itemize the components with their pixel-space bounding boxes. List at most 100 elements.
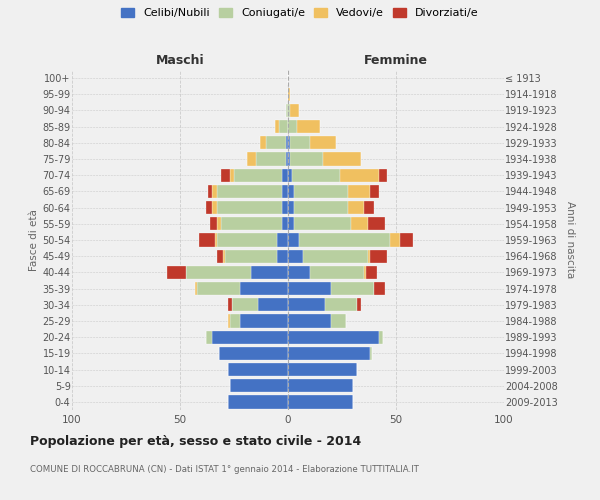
Bar bbox=[230, 168, 234, 182]
Bar bbox=[288, 379, 353, 392]
Bar bbox=[349, 201, 364, 214]
Bar bbox=[364, 266, 366, 279]
Text: Maschi: Maschi bbox=[155, 54, 205, 68]
Bar bbox=[217, 201, 281, 214]
Bar bbox=[303, 250, 368, 263]
Bar bbox=[290, 152, 323, 166]
Bar bbox=[208, 185, 212, 198]
Bar bbox=[290, 104, 299, 117]
Bar bbox=[277, 250, 288, 263]
Bar bbox=[374, 282, 385, 295]
Bar bbox=[357, 298, 361, 312]
Bar bbox=[275, 120, 280, 134]
Bar bbox=[241, 282, 288, 295]
Bar bbox=[368, 250, 370, 263]
Bar bbox=[370, 346, 372, 360]
Bar bbox=[370, 250, 388, 263]
Bar bbox=[292, 168, 340, 182]
Bar bbox=[232, 298, 258, 312]
Bar bbox=[187, 266, 251, 279]
Bar bbox=[288, 217, 295, 230]
Bar bbox=[331, 314, 346, 328]
Bar bbox=[288, 104, 290, 117]
Bar bbox=[296, 120, 320, 134]
Bar bbox=[197, 282, 241, 295]
Bar bbox=[241, 314, 288, 328]
Bar bbox=[366, 266, 377, 279]
Bar bbox=[288, 136, 290, 149]
Bar bbox=[325, 298, 357, 312]
Bar bbox=[167, 266, 187, 279]
Bar bbox=[281, 168, 288, 182]
Bar bbox=[217, 250, 223, 263]
Bar bbox=[288, 266, 310, 279]
Bar bbox=[368, 217, 385, 230]
Bar bbox=[217, 185, 281, 198]
Bar bbox=[281, 185, 288, 198]
Bar bbox=[286, 152, 288, 166]
Bar bbox=[286, 104, 288, 117]
Bar bbox=[288, 363, 357, 376]
Bar bbox=[288, 168, 292, 182]
Bar bbox=[281, 201, 288, 214]
Bar bbox=[379, 168, 388, 182]
Bar bbox=[288, 152, 290, 166]
Bar bbox=[288, 298, 325, 312]
Bar bbox=[295, 185, 349, 198]
Bar bbox=[223, 250, 226, 263]
Bar bbox=[227, 314, 230, 328]
Bar bbox=[288, 120, 296, 134]
Bar bbox=[227, 298, 232, 312]
Bar bbox=[230, 379, 288, 392]
Bar bbox=[286, 136, 288, 149]
Bar bbox=[215, 234, 217, 246]
Bar bbox=[340, 168, 379, 182]
Bar bbox=[258, 298, 288, 312]
Text: COMUNE DI ROCCABRUNA (CN) - Dati ISTAT 1° gennaio 2014 - Elaborazione TUTTITALIA: COMUNE DI ROCCABRUNA (CN) - Dati ISTAT 1… bbox=[30, 465, 419, 474]
Bar bbox=[295, 201, 349, 214]
Bar bbox=[288, 330, 379, 344]
Bar bbox=[199, 234, 215, 246]
Bar bbox=[230, 314, 241, 328]
Bar bbox=[331, 282, 374, 295]
Bar bbox=[288, 234, 299, 246]
Bar bbox=[277, 234, 288, 246]
Y-axis label: Anni di nascita: Anni di nascita bbox=[565, 202, 575, 278]
Bar bbox=[370, 185, 379, 198]
Bar bbox=[256, 152, 286, 166]
Bar bbox=[288, 201, 295, 214]
Bar bbox=[349, 185, 370, 198]
Bar bbox=[210, 217, 217, 230]
Bar bbox=[234, 168, 281, 182]
Bar bbox=[206, 201, 212, 214]
Bar bbox=[227, 363, 288, 376]
Bar bbox=[221, 168, 230, 182]
Bar bbox=[195, 282, 197, 295]
Bar bbox=[226, 250, 277, 263]
Bar bbox=[288, 346, 370, 360]
Bar bbox=[288, 282, 331, 295]
Text: Popolazione per età, sesso e stato civile - 2014: Popolazione per età, sesso e stato civil… bbox=[30, 435, 361, 448]
Bar bbox=[323, 152, 361, 166]
Bar bbox=[290, 136, 310, 149]
Bar bbox=[221, 217, 281, 230]
Bar bbox=[206, 330, 212, 344]
Bar bbox=[217, 234, 277, 246]
Bar bbox=[212, 185, 217, 198]
Bar bbox=[364, 201, 374, 214]
Bar bbox=[400, 234, 413, 246]
Bar bbox=[280, 120, 288, 134]
Bar bbox=[288, 396, 353, 408]
Bar bbox=[266, 136, 286, 149]
Text: Femmine: Femmine bbox=[364, 54, 428, 68]
Bar bbox=[295, 217, 350, 230]
Bar bbox=[260, 136, 266, 149]
Bar bbox=[389, 234, 400, 246]
Bar bbox=[212, 201, 217, 214]
Bar bbox=[288, 185, 295, 198]
Bar bbox=[247, 152, 256, 166]
Bar bbox=[251, 266, 288, 279]
Y-axis label: Fasce di età: Fasce di età bbox=[29, 209, 40, 271]
Bar bbox=[310, 136, 335, 149]
Bar bbox=[310, 266, 364, 279]
